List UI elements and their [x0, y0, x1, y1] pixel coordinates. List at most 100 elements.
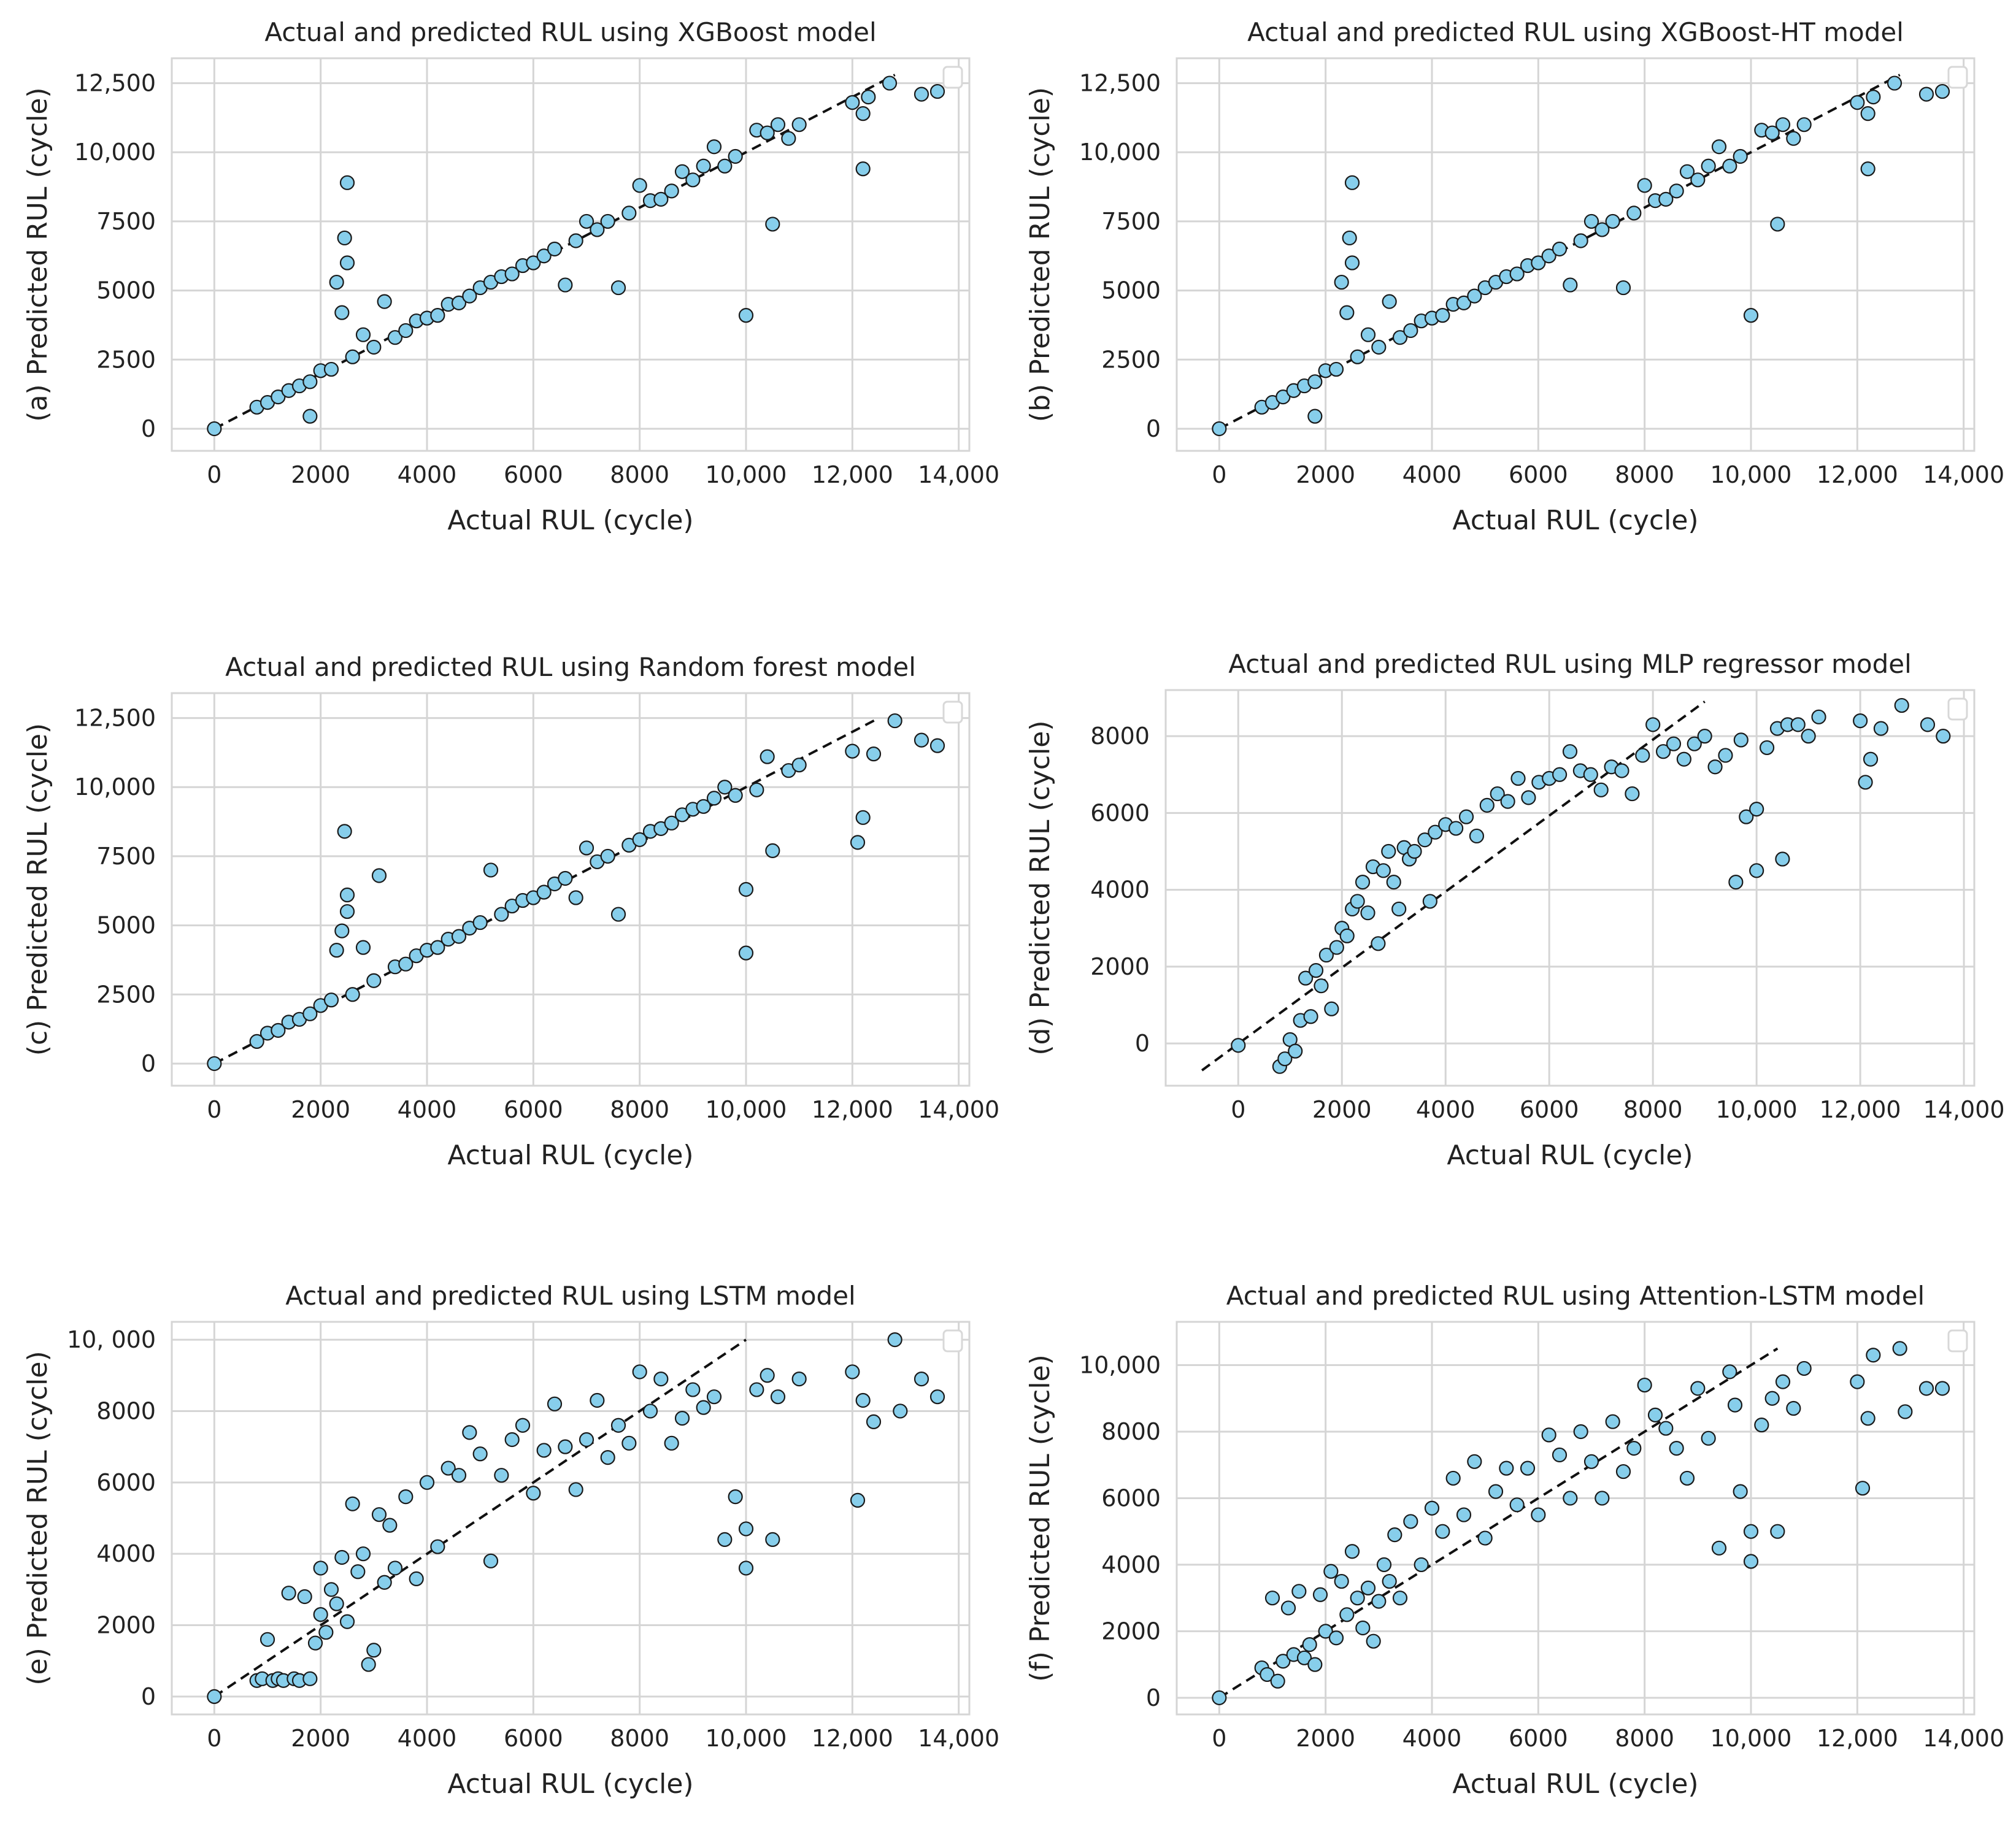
chart-b: 0 2000 4000 6000 8000 10,000 12,000 14,000 0 2500…: [1025, 17, 2004, 536]
scatter-point-b-26: [1467, 288, 1482, 304]
scatter-point-f-3: [1264, 1591, 1280, 1606]
x-tick-label-e-4: 8000: [610, 1725, 669, 1752]
y-tick-label-c-1: 2500: [96, 981, 156, 1008]
scatter-point-e-35: [462, 1425, 477, 1440]
scatter-point-f-63: [1754, 1418, 1769, 1433]
scatter-point-e-33: [441, 1460, 456, 1476]
scatter-point-e-43: [547, 1396, 563, 1411]
scatter-point-d-51: [1645, 717, 1661, 732]
y-tick-label-b-5: 12,500: [1079, 70, 1161, 97]
scatter-point-e-38: [494, 1468, 509, 1483]
scatter-point-c-27: [483, 862, 499, 878]
scatter-point-f-25: [1382, 1573, 1397, 1589]
y-axis-label-d: (d) Predicted RUL (cycle): [1025, 720, 1056, 1055]
x-tick-label-f-0: 0: [1212, 1725, 1226, 1752]
scatter-point-e-67: [791, 1371, 807, 1387]
scatter-point-d-73: [1863, 751, 1879, 767]
scatter-point-b-3: [1275, 390, 1291, 405]
y-tick-label-e-1: 2000: [96, 1612, 156, 1639]
scatter-point-c-10: [334, 923, 350, 938]
scatter-point-c-61: [866, 746, 882, 762]
scatter-point-c-12: [339, 904, 355, 919]
scatter-point-d-32: [1449, 821, 1464, 836]
axes-frame-b: [1175, 57, 1976, 452]
scatter-point-d-58: [1718, 748, 1733, 763]
x-tick-label-c-0: 0: [207, 1096, 221, 1123]
scatter-point-c-16: [366, 973, 382, 988]
x-tick-label-b-6: 12,000: [1817, 461, 1898, 488]
scatter-point-e-70: [855, 1392, 871, 1408]
legend-d: [1947, 697, 1968, 721]
y-tick-label-f-1: 2000: [1101, 1618, 1161, 1645]
scatter-point-e-16: [323, 1582, 339, 1597]
scatter-point-e-37: [483, 1553, 499, 1568]
x-tick-label-b-4: 8000: [1615, 461, 1674, 488]
x-tick-label-b-3: 6000: [1509, 461, 1568, 488]
scatter-point-a-44: [653, 191, 669, 207]
scatter-point-e-50: [621, 1435, 637, 1451]
scatter-point-d-48: [1614, 763, 1629, 778]
scatter-point-a-62: [861, 89, 876, 105]
scatter-point-e-47: [590, 1392, 605, 1408]
scatter-point-f-0: [1212, 1690, 1227, 1705]
x-axis-label-c: Actual RUL (cycle): [447, 1140, 693, 1171]
scatter-point-f-35: [1477, 1530, 1493, 1546]
x-tick-label-e-0: 0: [207, 1725, 221, 1752]
scatter-point-d-52: [1655, 744, 1671, 759]
scatter-point-e-32: [430, 1539, 445, 1554]
scatter-point-a-3: [271, 390, 286, 405]
scatter-point-a-63: [882, 75, 898, 91]
scatter-point-e-15: [318, 1625, 334, 1640]
scatter-point-f-64: [1764, 1391, 1780, 1406]
scatter-point-a-6: [302, 374, 318, 390]
scatter-point-a-55: [765, 217, 780, 232]
scatter-point-e-57: [696, 1400, 711, 1415]
chart-d: 0 2000 4000 6000 8000 10,000 12,000 14,000 0 2000…: [1025, 649, 2005, 1171]
x-tick-label-f-2: 4000: [1402, 1725, 1462, 1752]
scatter-point-f-49: [1626, 1441, 1642, 1456]
x-tick-label-c-4: 8000: [610, 1096, 669, 1123]
scatter-point-d-68: [1790, 717, 1806, 732]
scatter-point-f-16: [1334, 1573, 1349, 1589]
scatter-point-f-23: [1371, 1594, 1387, 1609]
scatter-point-e-51: [632, 1364, 647, 1380]
scatter-point-c-58: [845, 743, 860, 759]
scatter-point-a-45: [664, 183, 679, 199]
scatter-point-f-26: [1387, 1527, 1402, 1543]
scatter-point-d-63: [1749, 863, 1764, 878]
scatter-point-d-2: [1277, 1051, 1293, 1067]
scatter-point-c-26: [472, 915, 488, 931]
scatter-point-b-17: [1371, 339, 1387, 355]
scatter-point-a-65: [929, 83, 945, 99]
y-axis-label-a: (a) Predicted RUL (cycle): [22, 87, 53, 421]
scatter-point-b-48: [1701, 158, 1716, 174]
scatter-point-a-15: [345, 349, 360, 364]
scatter-point-d-70: [1811, 709, 1826, 724]
scatter-point-f-36: [1488, 1484, 1504, 1499]
scatter-point-c-51: [738, 881, 754, 897]
scatter-point-d-33: [1458, 809, 1474, 824]
scatter-point-f-54: [1679, 1470, 1695, 1486]
axes-frame-e: [171, 1321, 971, 1716]
scatter-point-b-47: [1690, 172, 1706, 188]
scatter-point-f-37: [1499, 1460, 1514, 1476]
scatter-point-a-19: [387, 330, 403, 345]
scatter-point-c-28: [494, 907, 509, 922]
y-axis-label-e: (e) Predicted RUL (cycle): [22, 1351, 53, 1685]
scatter-point-f-24: [1376, 1557, 1392, 1573]
scatter-point-f-66: [1775, 1374, 1791, 1389]
scatter-point-e-27: [382, 1518, 398, 1533]
scatter-point-b-52: [1743, 308, 1759, 323]
scatter-point-d-6: [1298, 970, 1314, 986]
scatter-point-e-62: [738, 1560, 754, 1576]
scatter-point-f-32: [1445, 1470, 1461, 1486]
scatter-point-f-31: [1435, 1524, 1450, 1539]
y-axis-label-b: (b) Predicted RUL (cycle): [1025, 87, 1056, 422]
legend-f: [1947, 1329, 1968, 1353]
scatter-point-d-60: [1733, 732, 1749, 748]
scatter-point-f-56: [1701, 1430, 1716, 1446]
scatter-point-d-55: [1687, 736, 1702, 751]
scatter-point-a-30: [504, 266, 520, 282]
x-tick-label-c-2: 4000: [398, 1096, 457, 1123]
y-tick-label-a-2: 5000: [96, 277, 156, 304]
